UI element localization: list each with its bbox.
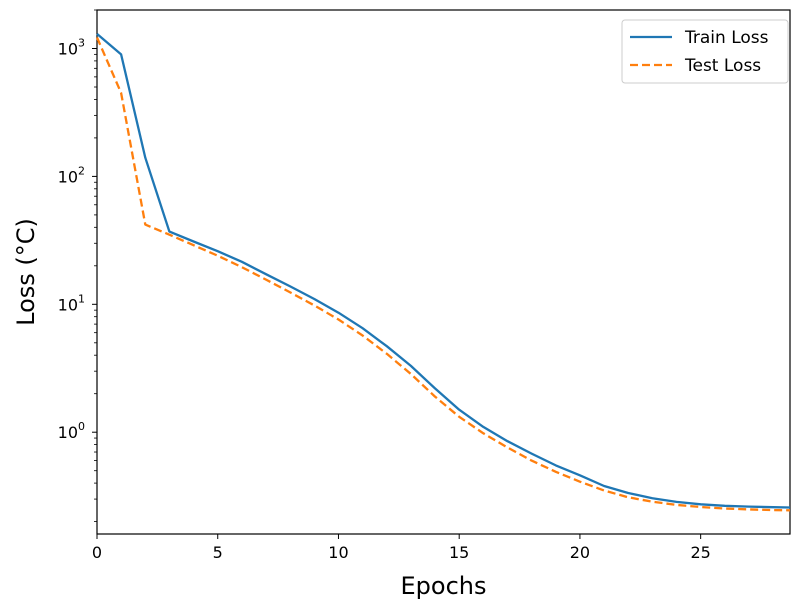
y-tick-label: 100 (58, 420, 85, 442)
y-tick-label: 103 (58, 37, 85, 59)
legend-label: Test Loss (684, 56, 761, 76)
series-line-train-loss (96, 33, 791, 509)
series-line-test-loss (95, 37, 791, 512)
ticks-layer: 0 5 10 15 20 25 100 101 102 103 (58, 9, 711, 562)
series-layer (95, 33, 791, 512)
x-tick-label: 15 (449, 543, 469, 562)
axes-frame (96, 9, 791, 535)
x-axis-title: Epochs (401, 572, 487, 600)
x-tick-label: 20 (570, 543, 590, 562)
y-tick-label: 102 (58, 164, 85, 186)
x-tick-label: 5 (213, 543, 223, 562)
legend: Train Loss Test Loss (621, 19, 789, 84)
y-axis-title: Loss (°C) (12, 218, 40, 326)
y-tick-label: 101 (58, 292, 85, 314)
x-tick-label: 10 (328, 543, 348, 562)
legend-label: Train Loss (684, 28, 769, 48)
legend-box (621, 19, 789, 84)
plot-area (96, 9, 791, 535)
x-tick-label: 25 (690, 543, 710, 562)
x-tick-label: 0 (92, 543, 102, 562)
